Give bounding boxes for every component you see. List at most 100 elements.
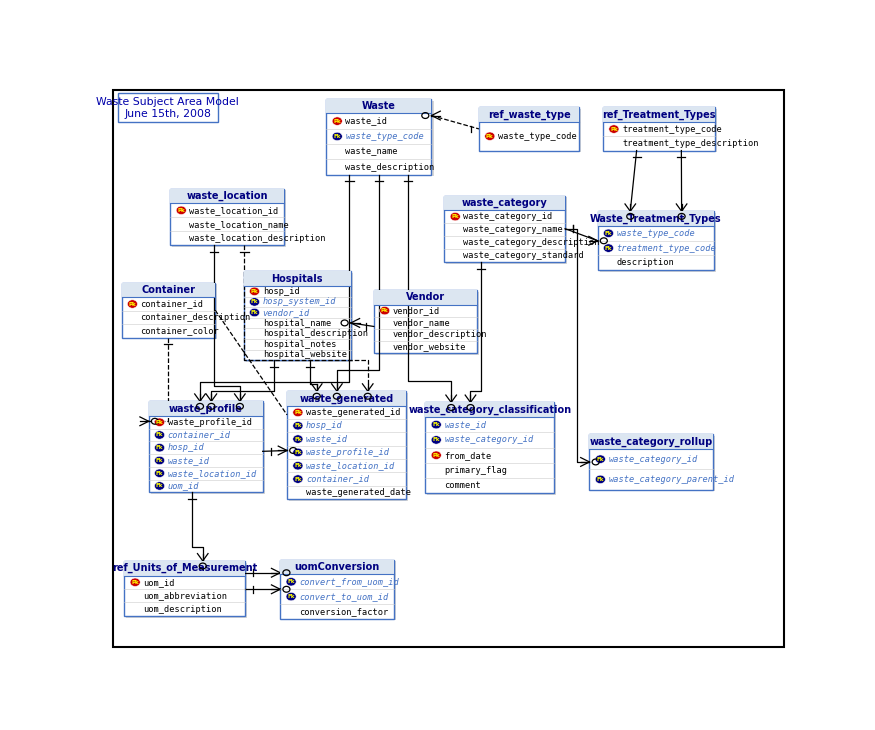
- Circle shape: [249, 287, 260, 296]
- Circle shape: [595, 475, 605, 483]
- Text: waste_id: waste_id: [168, 456, 210, 465]
- Text: hosp_id: hosp_id: [306, 421, 343, 430]
- Circle shape: [332, 132, 342, 141]
- FancyBboxPatch shape: [171, 189, 284, 245]
- FancyBboxPatch shape: [598, 211, 714, 226]
- Circle shape: [155, 431, 164, 439]
- Text: container_id: container_id: [141, 299, 204, 309]
- Circle shape: [249, 298, 260, 306]
- Text: waste_generated_date: waste_generated_date: [306, 488, 411, 497]
- Circle shape: [293, 461, 303, 470]
- Text: waste_profile_id: waste_profile_id: [168, 418, 252, 427]
- Text: waste_location: waste_location: [186, 191, 268, 201]
- Circle shape: [293, 474, 303, 483]
- FancyBboxPatch shape: [479, 107, 579, 122]
- Text: Waste: Waste: [362, 101, 396, 111]
- Text: container_id: container_id: [168, 431, 231, 439]
- Circle shape: [155, 444, 164, 452]
- Text: waste_category_name: waste_category_name: [464, 225, 564, 234]
- Text: Hospitals: Hospitals: [271, 274, 323, 284]
- FancyBboxPatch shape: [122, 283, 215, 338]
- FancyBboxPatch shape: [326, 99, 431, 113]
- Text: waste_location_description: waste_location_description: [189, 234, 326, 242]
- FancyBboxPatch shape: [606, 109, 717, 153]
- Text: Pk: Pk: [250, 289, 258, 293]
- Text: waste_location_id: waste_location_id: [168, 469, 257, 477]
- FancyBboxPatch shape: [287, 391, 406, 499]
- Text: Pk: Pk: [432, 453, 440, 458]
- Text: Pk: Pk: [610, 126, 618, 131]
- Text: Pk: Pk: [178, 208, 185, 213]
- Text: hosp_id: hosp_id: [168, 443, 205, 452]
- FancyBboxPatch shape: [326, 99, 431, 174]
- Text: waste_id: waste_id: [346, 117, 388, 126]
- FancyBboxPatch shape: [246, 273, 353, 362]
- FancyBboxPatch shape: [425, 402, 554, 417]
- FancyBboxPatch shape: [427, 404, 556, 495]
- FancyBboxPatch shape: [376, 292, 479, 355]
- Circle shape: [293, 421, 303, 430]
- FancyBboxPatch shape: [603, 107, 715, 122]
- Text: waste_generated_id: waste_generated_id: [306, 408, 401, 417]
- FancyBboxPatch shape: [280, 560, 394, 575]
- Circle shape: [293, 435, 303, 443]
- FancyBboxPatch shape: [444, 196, 565, 262]
- Text: Fk: Fk: [251, 299, 258, 304]
- Circle shape: [431, 436, 441, 444]
- Text: Fk: Fk: [597, 477, 604, 482]
- Text: description: description: [617, 258, 675, 267]
- Text: conversion_factor: conversion_factor: [299, 607, 388, 616]
- Circle shape: [450, 212, 460, 220]
- Circle shape: [286, 577, 297, 586]
- Text: Fk: Fk: [294, 450, 302, 455]
- FancyBboxPatch shape: [481, 109, 581, 153]
- Text: uom_id: uom_id: [144, 577, 175, 587]
- FancyBboxPatch shape: [280, 560, 394, 619]
- FancyBboxPatch shape: [171, 189, 284, 204]
- Circle shape: [128, 300, 137, 308]
- Text: Fk: Fk: [294, 477, 302, 482]
- Circle shape: [249, 308, 260, 317]
- Text: Container: Container: [142, 285, 195, 295]
- Circle shape: [595, 455, 605, 464]
- Circle shape: [155, 456, 164, 465]
- Text: treatment_type_code: treatment_type_code: [617, 244, 717, 253]
- Text: hospital_notes: hospital_notes: [262, 340, 336, 349]
- Text: waste_name: waste_name: [346, 147, 398, 156]
- FancyBboxPatch shape: [425, 402, 554, 493]
- Text: Fk: Fk: [156, 458, 164, 463]
- Text: Fk: Fk: [333, 134, 341, 139]
- Text: vendor_id: vendor_id: [262, 308, 310, 317]
- Text: Fk: Fk: [287, 580, 295, 584]
- Text: hosp_id: hosp_id: [262, 287, 299, 296]
- FancyBboxPatch shape: [124, 561, 245, 575]
- Circle shape: [431, 451, 441, 459]
- Circle shape: [155, 469, 164, 477]
- Text: waste_category_id: waste_category_id: [608, 455, 697, 464]
- Text: ref_waste_type: ref_waste_type: [487, 110, 570, 120]
- Text: comment: comment: [444, 481, 481, 491]
- FancyBboxPatch shape: [592, 436, 715, 491]
- FancyBboxPatch shape: [243, 272, 351, 286]
- Text: Fk: Fk: [432, 437, 440, 442]
- Text: waste_category_id: waste_category_id: [444, 435, 534, 445]
- Text: waste_category_id: waste_category_id: [464, 212, 553, 221]
- Circle shape: [604, 244, 613, 253]
- Text: vendor_id: vendor_id: [393, 306, 440, 315]
- Text: treatment_type_description: treatment_type_description: [622, 139, 759, 148]
- FancyBboxPatch shape: [124, 561, 245, 616]
- Text: hosp_system_id: hosp_system_id: [262, 297, 336, 307]
- Text: waste_category: waste_category: [462, 198, 548, 208]
- FancyBboxPatch shape: [374, 290, 477, 353]
- Text: ref_Units_of_Measurement: ref_Units_of_Measurement: [112, 563, 257, 573]
- FancyBboxPatch shape: [149, 402, 262, 492]
- Text: hospital_website: hospital_website: [262, 350, 346, 359]
- Text: Pk: Pk: [452, 214, 459, 219]
- Text: waste_location_id: waste_location_id: [189, 206, 278, 215]
- Text: waste_type_code: waste_type_code: [617, 228, 696, 238]
- Text: Pk: Pk: [486, 134, 493, 139]
- Text: Fk: Fk: [156, 483, 164, 488]
- FancyBboxPatch shape: [598, 211, 714, 270]
- Text: Fk: Fk: [294, 423, 302, 429]
- FancyBboxPatch shape: [446, 197, 567, 264]
